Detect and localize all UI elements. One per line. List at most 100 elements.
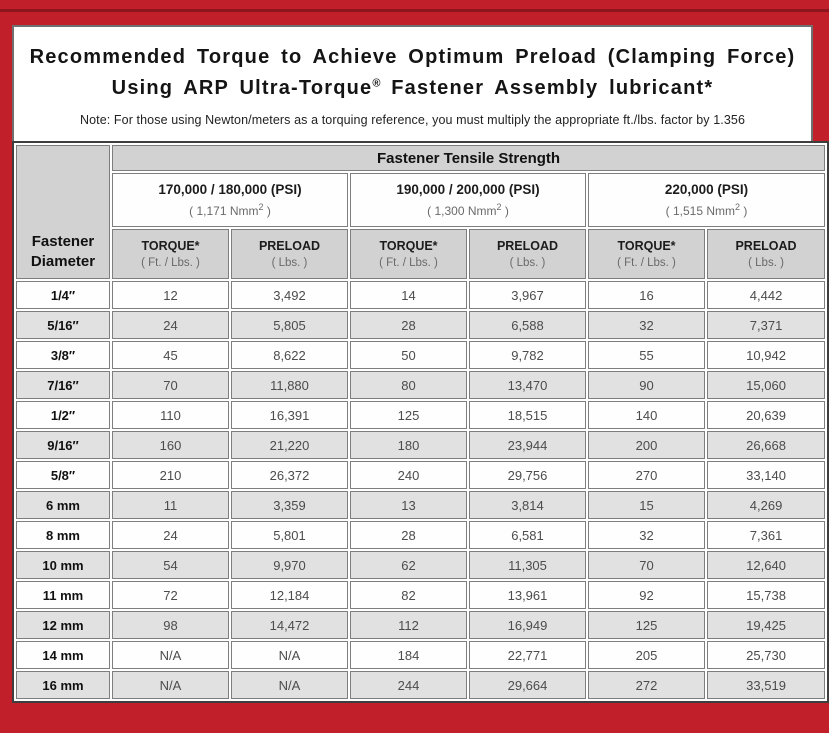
torque-value-cell: 28 — [350, 521, 467, 549]
preload-column-header: PRELOAD ( Lbs. ) — [231, 229, 348, 279]
torque-value-cell: 16 — [588, 281, 705, 309]
preload-value-cell: 4,442 — [707, 281, 826, 309]
torque-value-cell: 24 — [112, 311, 229, 339]
fastener-tensile-strength-header: Fastener Tensile Strength — [112, 145, 826, 171]
torque-value-cell: 244 — [350, 671, 467, 699]
table-row: 11 mm 72 12,184 82 13,961 92 15,738 — [16, 581, 826, 609]
torque-value-cell: 72 — [112, 581, 229, 609]
preload-value-cell: 14,472 — [231, 611, 348, 639]
torque-value-cell: 240 — [350, 461, 467, 489]
preload-value-cell: 21,220 — [231, 431, 348, 459]
table-row: 9/16″ 160 21,220 180 23,944 200 26,668 — [16, 431, 826, 459]
torque-value-cell: 140 — [588, 401, 705, 429]
preload-value-cell: 3,359 — [231, 491, 348, 519]
preload-value-cell: 10,942 — [707, 341, 826, 369]
psi-value: 190,000 / 200,000 (PSI) — [396, 182, 540, 197]
torque-value-cell: 45 — [112, 341, 229, 369]
page-title-line1: Recommended Torque to Achieve Optimum Pr… — [29, 46, 796, 68]
preload-value-cell: 7,361 — [707, 521, 826, 549]
psi-header-170-180: 170,000 / 180,000 (PSI) ( 1,171 Nmm2 ) — [112, 173, 348, 227]
table-row: 5/16″ 24 5,805 28 6,588 32 7,371 — [16, 311, 826, 339]
preload-value-cell: 7,371 — [707, 311, 826, 339]
nmm-value: ( 1,300 Nmm2 ) — [427, 202, 509, 218]
preload-column-header: PRELOAD ( Lbs. ) — [707, 229, 826, 279]
page-title-line2: Using ARP Ultra-Torque® Fastener Assembl… — [14, 73, 811, 104]
preload-column-header: PRELOAD ( Lbs. ) — [469, 229, 586, 279]
preload-value-cell: 33,140 — [707, 461, 826, 489]
diameter-cell: 11 mm — [16, 581, 110, 609]
torque-column-header: TORQUE* ( Ft. / Lbs. ) — [350, 229, 467, 279]
torque-spec-table: Fastener Diameter Fastener Tensile Stren… — [12, 141, 829, 703]
nmm-value: ( 1,515 Nmm2 ) — [665, 202, 748, 218]
psi-header-row: 170,000 / 180,000 (PSI) ( 1,171 Nmm2 ) 1… — [16, 173, 826, 227]
preload-value-cell: 33,519 — [707, 671, 826, 699]
preload-value-cell: 3,492 — [231, 281, 348, 309]
preload-value-cell: 26,668 — [707, 431, 826, 459]
torque-value-cell: 13 — [350, 491, 467, 519]
diameter-cell: 12 mm — [16, 611, 110, 639]
preload-value-cell: 16,391 — [231, 401, 348, 429]
torque-value-cell: 32 — [588, 521, 705, 549]
torque-value-cell: 184 — [350, 641, 467, 669]
preload-value-cell: 9,782 — [469, 341, 586, 369]
table-row: 12 mm 98 14,472 112 16,949 125 19,425 — [16, 611, 826, 639]
table-row: 1/2″ 110 16,391 125 18,515 140 20,639 — [16, 401, 826, 429]
preload-value-cell: 11,880 — [231, 371, 348, 399]
torque-value-cell: N/A — [112, 671, 229, 699]
preload-value-cell: 15,060 — [707, 371, 826, 399]
torque-value-cell: 160 — [112, 431, 229, 459]
diameter-cell: 10 mm — [16, 551, 110, 579]
diameter-cell: 5/8″ — [16, 461, 110, 489]
preload-value-cell: 23,944 — [469, 431, 586, 459]
psi-value: 220,000 (PSI) — [664, 182, 749, 197]
diameter-cell: 9/16″ — [16, 431, 110, 459]
table-row: 14 mm N/A N/A 184 22,771 205 25,730 — [16, 641, 826, 669]
table-row: 6 mm 11 3,359 13 3,814 15 4,269 — [16, 491, 826, 519]
preload-value-cell: 6,588 — [469, 311, 586, 339]
table-row: 10 mm 54 9,970 62 11,305 70 12,640 — [16, 551, 826, 579]
torque-value-cell: 54 — [112, 551, 229, 579]
preload-value-cell: 11,305 — [469, 551, 586, 579]
preload-value-cell: 13,470 — [469, 371, 586, 399]
torque-value-cell: 200 — [588, 431, 705, 459]
torque-value-cell: 112 — [350, 611, 467, 639]
preload-value-cell: 20,639 — [707, 401, 826, 429]
nmm-value: ( 1,171 Nmm2 ) — [189, 202, 271, 218]
torque-value-cell: 70 — [588, 551, 705, 579]
torque-value-cell: 62 — [350, 551, 467, 579]
torque-value-cell: N/A — [112, 641, 229, 669]
preload-value-cell: 18,515 — [469, 401, 586, 429]
preload-value-cell: 29,664 — [469, 671, 586, 699]
table-row: 3/8″ 45 8,622 50 9,782 55 10,942 — [16, 341, 826, 369]
preload-value-cell: 15,738 — [707, 581, 826, 609]
torque-value-cell: 125 — [588, 611, 705, 639]
torque-value-cell: 15 — [588, 491, 705, 519]
psi-value: 170,000 / 180,000 (PSI) — [158, 182, 302, 197]
preload-value-cell: 12,640 — [707, 551, 826, 579]
preload-value-cell: 12,184 — [231, 581, 348, 609]
preload-value-cell: 6,581 — [469, 521, 586, 549]
diameter-cell: 16 mm — [16, 671, 110, 699]
torque-value-cell: 210 — [112, 461, 229, 489]
diameter-cell: 14 mm — [16, 641, 110, 669]
torque-value-cell: 90 — [588, 371, 705, 399]
preload-value-cell: 29,756 — [469, 461, 586, 489]
torque-value-cell: 92 — [588, 581, 705, 609]
preload-value-cell: 22,771 — [469, 641, 586, 669]
preload-value-cell: 3,814 — [469, 491, 586, 519]
torque-value-cell: 80 — [350, 371, 467, 399]
torque-value-cell: 272 — [588, 671, 705, 699]
corner-header-line1: Fastener — [31, 233, 95, 250]
diameter-cell: 1/4″ — [16, 281, 110, 309]
preload-value-cell: 8,622 — [231, 341, 348, 369]
psi-header-190-200: 190,000 / 200,000 (PSI) ( 1,300 Nmm2 ) — [350, 173, 586, 227]
torque-column-header: TORQUE* ( Ft. / Lbs. ) — [588, 229, 705, 279]
torque-value-cell: 70 — [112, 371, 229, 399]
diameter-cell: 1/2″ — [16, 401, 110, 429]
preload-value-cell: 5,805 — [231, 311, 348, 339]
table-row: 5/8″ 210 26,372 240 29,756 270 33,140 — [16, 461, 826, 489]
top-accent-line — [0, 9, 829, 12]
preload-value-cell: 5,801 — [231, 521, 348, 549]
preload-value-cell: N/A — [231, 641, 348, 669]
preload-value-cell: 4,269 — [707, 491, 826, 519]
